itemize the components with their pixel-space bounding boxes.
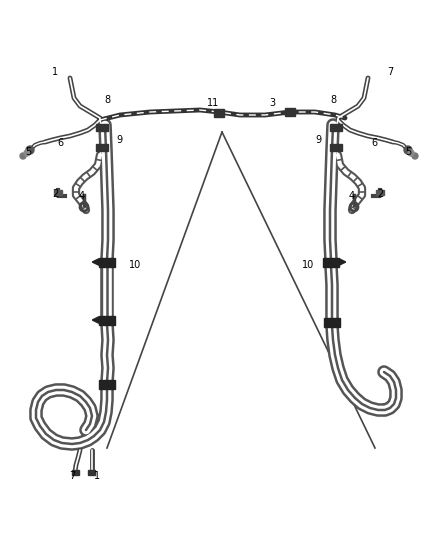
Bar [96,144,108,151]
Bar [330,124,342,131]
Text: 10: 10 [129,260,141,270]
Bar [88,470,95,475]
Circle shape [20,153,26,159]
Text: 6: 6 [371,138,377,148]
Text: 2: 2 [52,189,58,199]
Text: 8: 8 [104,95,110,105]
Text: 8: 8 [330,95,336,105]
Bar [285,108,295,116]
Text: 6: 6 [57,138,63,148]
Bar [99,379,115,389]
Circle shape [408,150,414,156]
Text: 7: 7 [69,471,75,481]
Bar [324,318,340,327]
Text: 4: 4 [349,191,355,201]
Text: 10: 10 [302,260,314,270]
Text: 9: 9 [116,135,122,145]
Bar [323,257,339,266]
Text: 1: 1 [52,67,58,77]
Bar [99,257,115,266]
Text: 5: 5 [25,147,31,157]
Bar [96,124,108,131]
Bar [72,470,79,475]
Circle shape [412,153,418,159]
Text: 4: 4 [79,191,85,201]
Text: 5: 5 [405,147,411,157]
Text: 9: 9 [315,135,321,145]
Text: 2: 2 [377,189,383,199]
Bar [99,316,115,325]
Text: 7: 7 [387,67,393,77]
Circle shape [404,146,412,154]
Circle shape [26,146,34,154]
Text: 1: 1 [94,471,100,481]
Bar [54,190,62,195]
Text: 3: 3 [269,98,275,108]
Text: 11: 11 [207,98,219,108]
Bar [214,109,224,117]
Circle shape [24,150,30,156]
Bar [376,190,384,195]
Bar [330,144,342,151]
